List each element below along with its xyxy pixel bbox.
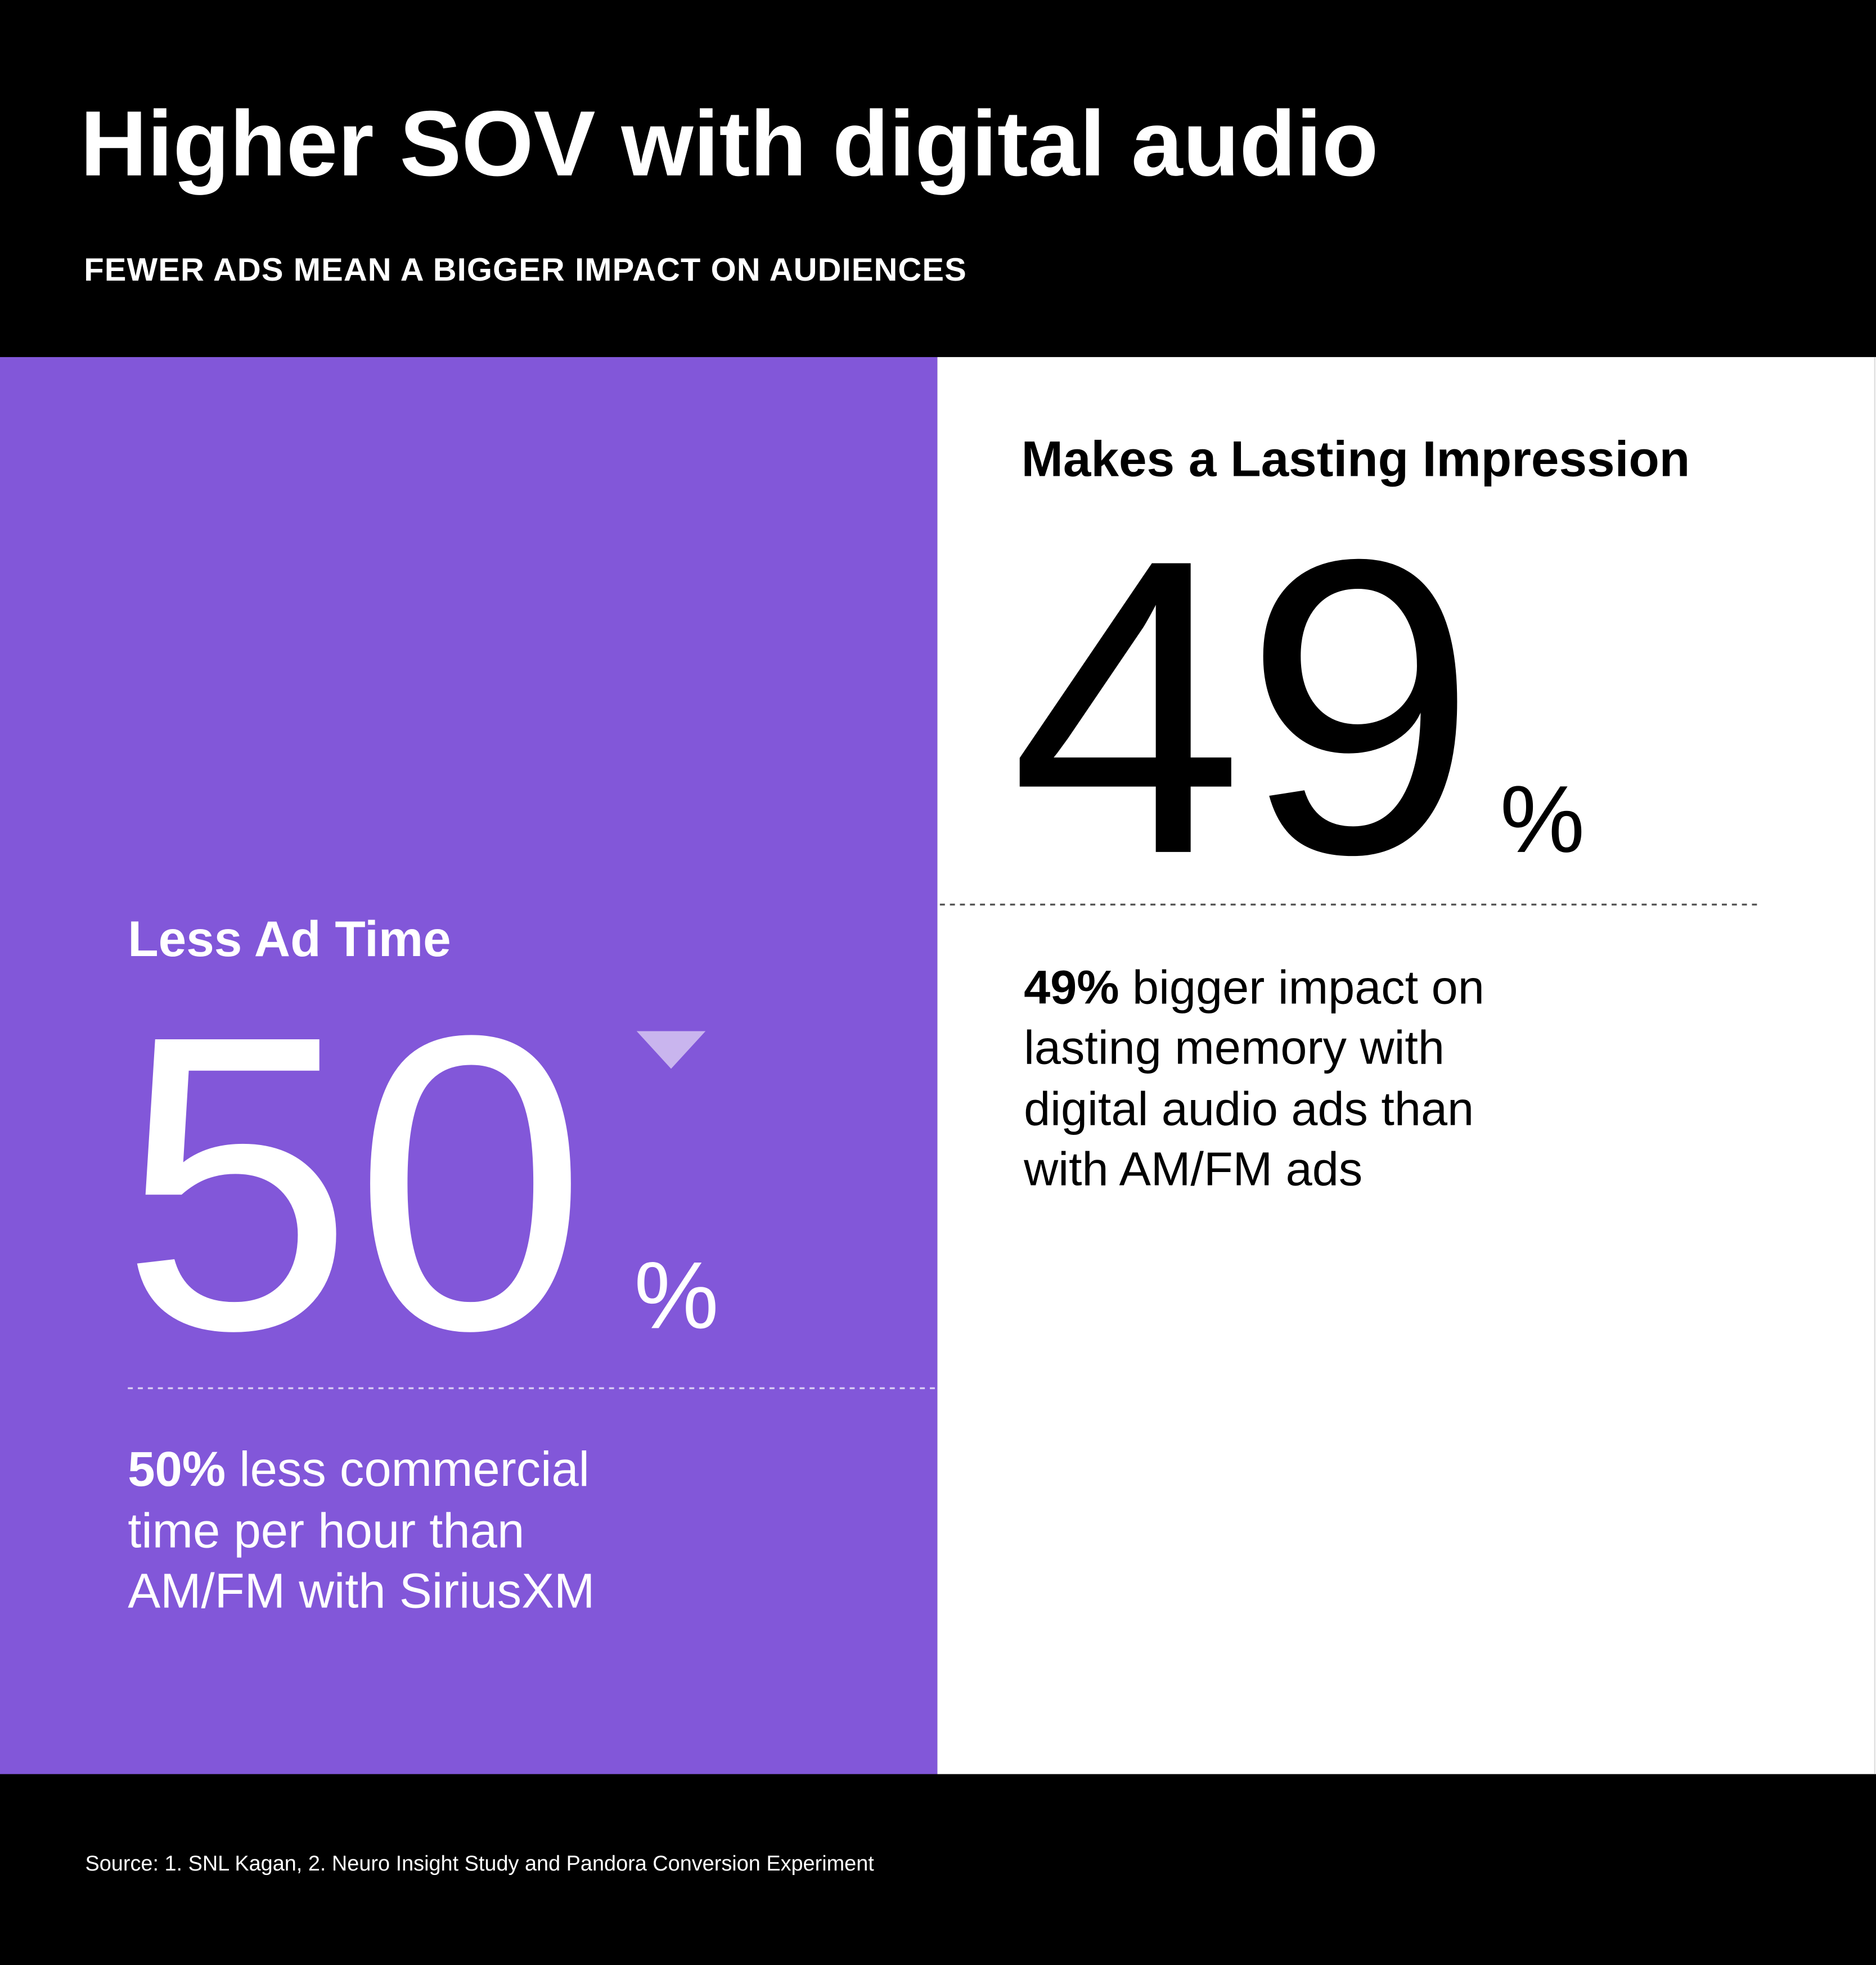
description: 49% bigger impact on [1024, 960, 1484, 1013]
description-lead: 49% [1024, 960, 1119, 1013]
stat-unit: % [634, 1242, 719, 1348]
description-line: with AM/FM ads [1023, 1142, 1362, 1195]
description-line: AM/FM with SiriusXM [128, 1563, 595, 1618]
panel-heading: Makes a Lasting Impression [1022, 431, 1690, 487]
left-panel [0, 357, 938, 1774]
big-stat: 50 [120, 948, 587, 1417]
subtitle: FEWER ADS MEAN A BIGGER IMPACT ON AUDIEN… [84, 252, 967, 288]
description-line: bigger impact on [1132, 960, 1484, 1013]
title: Higher SOV with digital audio [80, 92, 1379, 195]
down-arrow [636, 1031, 706, 1069]
description-line: time per hour than [128, 1503, 524, 1558]
panel-heading: Less Ad Time [128, 911, 451, 967]
right-panel [937, 357, 1876, 1774]
source-note: Source: 1. SNL Kagan, 2. Neuro Insight S… [85, 1852, 874, 1876]
description-line: digital audio ads than [1024, 1082, 1474, 1135]
stat-unit: % [1500, 766, 1585, 872]
big-stat: 49 [1010, 472, 1477, 941]
description-line: lasting memory with [1024, 1020, 1445, 1074]
description: 50% less commercial [128, 1442, 590, 1497]
description-line: less commercial [239, 1442, 590, 1497]
description-lead: 50% [128, 1442, 226, 1497]
